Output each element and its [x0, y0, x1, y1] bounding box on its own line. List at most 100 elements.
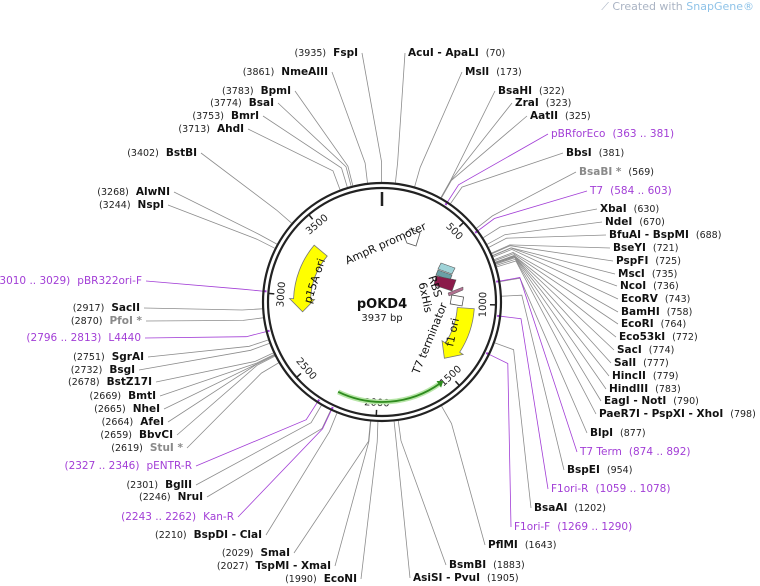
primer-label[interactable]: (3010 .. 3029) pBR322ori-F [0, 275, 142, 287]
site-position: (2210) [155, 530, 187, 541]
site-position: (1883) [493, 560, 525, 571]
restriction-site-label[interactable]: (3753) BmrI [192, 110, 259, 123]
restriction-site-label[interactable]: BseYI (721) [613, 242, 678, 255]
restriction-site-label[interactable]: BsaHI (322) [498, 85, 565, 98]
feature-green-arc[interactable] [337, 382, 441, 403]
restriction-site-label[interactable]: (2619) StuI * [111, 442, 183, 455]
leader-line [206, 410, 331, 498]
restriction-site-label[interactable]: BamHI (758) [621, 306, 692, 319]
primer-label[interactable]: (2796 .. 2813) L4440 [26, 332, 141, 344]
feature-rbs-mark[interactable] [437, 262, 456, 275]
restriction-site-label[interactable]: (3783) BpmI [222, 85, 291, 98]
restriction-site-label[interactable]: (3861) NmeAIII [243, 66, 328, 79]
restriction-site-label[interactable]: EcoRV (743) [621, 293, 690, 306]
restriction-site-label[interactable]: BspEI (954) [567, 464, 632, 477]
restriction-site-label[interactable]: (2870) PfoI * [71, 315, 142, 328]
primer-label[interactable]: F1ori-F (1269 .. 1290) [514, 521, 632, 533]
restriction-site-label[interactable]: EcoRI (764) [621, 318, 686, 331]
site-position: (877) [620, 428, 646, 439]
site-position: (1990) [285, 574, 317, 585]
restriction-site-label[interactable]: (2678) BstZ17I [68, 376, 152, 389]
primer-label[interactable]: pBRforEco (363 .. 381) [551, 128, 674, 140]
feature-f1-ori-arrow[interactable] [441, 307, 475, 359]
site-name: SmaI [260, 547, 291, 559]
feature-ampr-promoter-arrow[interactable] [403, 228, 421, 247]
site-position: (735) [651, 269, 678, 280]
restriction-site-label[interactable]: BfuAI - BspMI (688) [609, 229, 721, 242]
leader-line [176, 355, 276, 436]
restriction-site-label[interactable]: NcoI (736) [620, 280, 679, 293]
restriction-site-label[interactable]: SacI (774) [617, 344, 674, 357]
restriction-site-label[interactable]: AsiSI - PvuI (1905) [413, 572, 519, 585]
restriction-site-label[interactable]: ZraI (323) [515, 97, 571, 110]
restriction-site-label[interactable]: MslI (173) [465, 66, 522, 79]
restriction-site-label[interactable]: (3268) AlwNI [97, 186, 170, 199]
site-position: (323) [545, 98, 572, 109]
leader-line [500, 277, 578, 453]
site-position: (2243 .. 2262) [121, 511, 197, 523]
primer-label[interactable]: T7 (584 .. 603) [590, 185, 672, 197]
restriction-site-label[interactable]: XbaI (630) [600, 203, 659, 216]
restriction-site-label[interactable]: EagI - NotI (790) [604, 395, 699, 408]
primer-label[interactable]: (2243 .. 2262) Kan-R [121, 511, 234, 523]
leader-line [361, 52, 383, 182]
restriction-site-label[interactable]: PaeR7I - PspXI - XhoI (798) [599, 408, 756, 421]
primer-label[interactable]: F1ori-R (1059 .. 1078) [551, 483, 670, 495]
restriction-site-label[interactable]: BsaBI * (569) [579, 166, 654, 179]
restriction-site-label[interactable]: PspFI (725) [616, 255, 681, 268]
restriction-site-label[interactable]: PflMI (1643) [488, 539, 556, 552]
leader-line [247, 128, 341, 190]
primer-label[interactable]: T7 Term (874 .. 892) [580, 446, 691, 458]
site-name: BspEI [567, 464, 600, 476]
restriction-site-label[interactable]: (2664) AfeI [102, 416, 164, 429]
leader-line [265, 413, 338, 536]
restriction-site-label[interactable]: SalI (777) [614, 357, 669, 370]
restriction-site-label[interactable]: (3713) AhdI [178, 123, 244, 136]
site-name: MslI [465, 66, 490, 78]
site-name: BbsI [566, 147, 592, 159]
restriction-site-label[interactable]: (1990) EcoNI [285, 573, 357, 586]
leader-line [173, 191, 278, 245]
restriction-site-label[interactable]: (2751) SgrAI [73, 351, 144, 364]
site-position: (3268) [97, 187, 129, 198]
restriction-site-label[interactable]: (3244) NspI [99, 199, 164, 212]
feature-p15a-ori-arrow[interactable] [288, 244, 328, 313]
restriction-site-label[interactable]: (3402) BstBI [127, 147, 197, 160]
tick-label: 3000 [275, 281, 288, 307]
restriction-site-label[interactable]: (3774) BsaI [210, 97, 274, 110]
restriction-site-label[interactable]: HindIII (783) [609, 383, 681, 396]
feature-t7-terminator-mark[interactable] [449, 294, 465, 307]
tick-mark [454, 380, 461, 387]
primer-label[interactable]: (2327 .. 2346) pENTR-R [64, 460, 192, 472]
restriction-site-label[interactable]: (2732) BsgI [71, 364, 135, 377]
restriction-site-label[interactable]: AcuI - ApaLI (70) [408, 47, 505, 60]
restriction-site-label[interactable]: Eco53kI (772) [619, 331, 698, 344]
restriction-site-label[interactable]: BsaAI (1202) [534, 502, 606, 515]
restriction-site-label[interactable]: (2301) BglII [126, 479, 192, 492]
restriction-site-label[interactable]: BbsI (381) [566, 147, 624, 160]
restriction-site-label[interactable]: (2659) BbvCI [100, 429, 173, 442]
site-name: EcoRV [621, 293, 658, 305]
site-position: (954) [606, 465, 633, 476]
restriction-site-label[interactable]: (2917) SacII [73, 302, 140, 315]
leader-line [397, 420, 447, 566]
restriction-site-label[interactable]: (2210) BspDI - ClaI [155, 529, 262, 542]
restriction-site-label[interactable]: MscI (735) [618, 268, 677, 281]
restriction-site-label[interactable]: HincII (779) [612, 370, 678, 383]
restriction-site-label[interactable]: (2665) NheI [94, 403, 160, 416]
restriction-site-label[interactable]: BsmBI (1883) [449, 559, 525, 572]
restriction-site-label[interactable]: BlpI (877) [590, 427, 646, 440]
restriction-site-label[interactable]: (2029) SmaI [222, 547, 290, 560]
leader-line [495, 256, 612, 364]
restriction-site-label[interactable]: NdeI (670) [605, 216, 665, 229]
restriction-site-label[interactable]: (2246) NruI [139, 491, 203, 504]
restriction-site-label[interactable]: (2027) TspMI - XmaI [217, 560, 331, 573]
restriction-site-label[interactable]: (2669) BmtI [90, 390, 156, 403]
feature-6xhis-mark[interactable] [433, 275, 457, 292]
site-position: (3774) [210, 98, 242, 109]
site-position: (325) [565, 111, 591, 122]
restriction-site-label[interactable]: AatII (325) [530, 110, 591, 123]
restriction-site-label[interactable]: (3935) FspI [295, 47, 358, 60]
feature-tag-mark[interactable] [447, 286, 464, 297]
